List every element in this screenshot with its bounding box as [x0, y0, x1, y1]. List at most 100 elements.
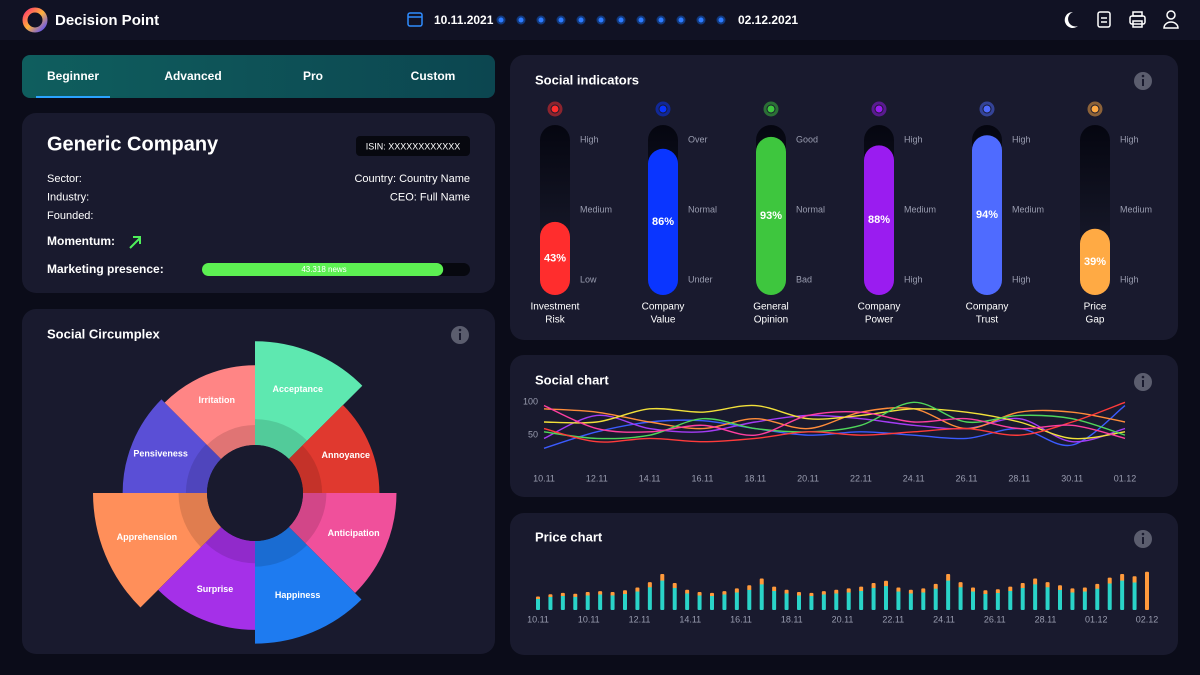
sector-inner-shade: [178, 493, 222, 548]
gauge-name: Company: [966, 302, 1009, 313]
bar: [834, 589, 839, 610]
field-value: CEO: Full Name: [390, 191, 470, 203]
gauge-value: 93%: [760, 210, 782, 222]
gauge-name: Gap: [1086, 315, 1105, 326]
gauge-dot: [551, 105, 559, 113]
bar: [871, 583, 876, 610]
user-button[interactable]: [1163, 10, 1179, 29]
sector-label: Pensiveness: [133, 448, 188, 458]
isin-box: [356, 136, 470, 156]
sector-label: Irritation: [199, 395, 236, 405]
x-tick-label: 24.11: [903, 473, 925, 483]
info-button[interactable]: [451, 326, 469, 344]
bar: [722, 591, 727, 610]
gauge-dot-ring: [979, 101, 995, 117]
sector-inner-shade: [255, 419, 308, 460]
gauge-scale-label: Normal: [688, 204, 717, 214]
marketing-label: Marketing presence:: [47, 262, 164, 276]
bar: [660, 574, 665, 610]
bar: [958, 582, 963, 610]
sector-label: Acceptance: [273, 384, 324, 394]
sector-label: Happiness: [275, 590, 321, 600]
x-tick-label: 28.11: [1008, 473, 1030, 483]
bar: [809, 592, 814, 610]
gauge-name: Risk: [545, 315, 565, 326]
bar: [1095, 583, 1100, 610]
gauge-scale-label: Medium: [1012, 204, 1044, 214]
field-label: Founded:: [47, 210, 93, 222]
sector-inner-shade: [288, 445, 323, 493]
document-button[interactable]: [1097, 11, 1111, 28]
x-tick-label: 12.11: [586, 473, 608, 483]
timeline-dot: [556, 15, 566, 25]
gauge-dot: [1091, 105, 1099, 113]
bar: [859, 586, 864, 610]
info-button[interactable]: [1134, 72, 1152, 90]
gauge-scale-label: Good: [796, 134, 818, 144]
info-button[interactable]: [1134, 373, 1152, 391]
bar: [672, 583, 677, 610]
isin: ISIN: XXXXXXXXXXXX: [366, 141, 461, 151]
x-tick-label: 16.11: [730, 614, 752, 624]
x-tick-label: 26.11: [956, 473, 978, 483]
date-end: 02.12.2021: [738, 13, 798, 27]
tab[interactable]: Beginner: [47, 69, 99, 83]
line: [543, 404, 1126, 440]
company-name: Generic Company: [47, 133, 219, 155]
gauge-dot: [659, 105, 667, 113]
timeline-dot: [676, 15, 686, 25]
gauge-scale-label: Medium: [580, 204, 612, 214]
bar: [884, 580, 888, 610]
sector: [288, 493, 397, 594]
bar: [908, 589, 913, 610]
sector-label: Anticipation: [328, 528, 380, 538]
price-chart-panel: [510, 513, 1178, 655]
tab[interactable]: Pro: [303, 69, 323, 83]
tab[interactable]: Advanced: [164, 69, 221, 83]
bar: [1120, 574, 1125, 610]
x-tick-label: 10.11: [578, 614, 600, 624]
bar: [647, 582, 652, 610]
gauge-scale-label: High: [904, 134, 923, 144]
x-tick-label: 22.11: [850, 473, 872, 483]
bar: [598, 591, 603, 610]
circumplex-title: Social Circumplex: [47, 326, 160, 341]
gauge-name: General: [753, 302, 789, 313]
field-value: Country: Country Name: [354, 173, 470, 185]
bar: [610, 592, 615, 610]
gauge-value: 88%: [868, 214, 890, 226]
sector: [255, 341, 363, 460]
bar: [635, 587, 640, 610]
bar: [946, 574, 951, 610]
bar: [772, 586, 777, 610]
timeline-dot: [616, 15, 626, 25]
bar: [734, 588, 739, 610]
bar: [995, 589, 1000, 610]
gauge-scale-label: Under: [688, 274, 713, 284]
gauge-value: 86%: [652, 216, 674, 228]
gauge-name: Company: [642, 302, 685, 313]
theme-button[interactable]: [1064, 11, 1078, 28]
price-chart-title: Price chart: [535, 529, 603, 544]
line: [543, 404, 1126, 440]
print-button[interactable]: [1129, 11, 1146, 28]
info-button[interactable]: [1134, 530, 1152, 548]
sector-inner-shade: [205, 526, 255, 564]
gauge-scale-label: High: [1012, 134, 1031, 144]
sector-inner-shade: [206, 425, 255, 460]
bar: [983, 590, 988, 610]
bar: [921, 588, 926, 610]
bar: [759, 578, 764, 610]
x-tick-label: 02.12: [1136, 614, 1159, 624]
tab-underline: [36, 96, 110, 98]
gauge-name: Price: [1084, 302, 1107, 313]
sector-inner-shade: [255, 526, 308, 567]
bar: [846, 588, 851, 610]
timeline-dot: [636, 15, 646, 25]
x-tick-label: 22.11: [882, 614, 904, 624]
sector-inner-shade: [185, 444, 222, 493]
tab[interactable]: Custom: [411, 69, 456, 83]
bar: [536, 596, 540, 610]
gauge-fill: [972, 135, 1002, 295]
